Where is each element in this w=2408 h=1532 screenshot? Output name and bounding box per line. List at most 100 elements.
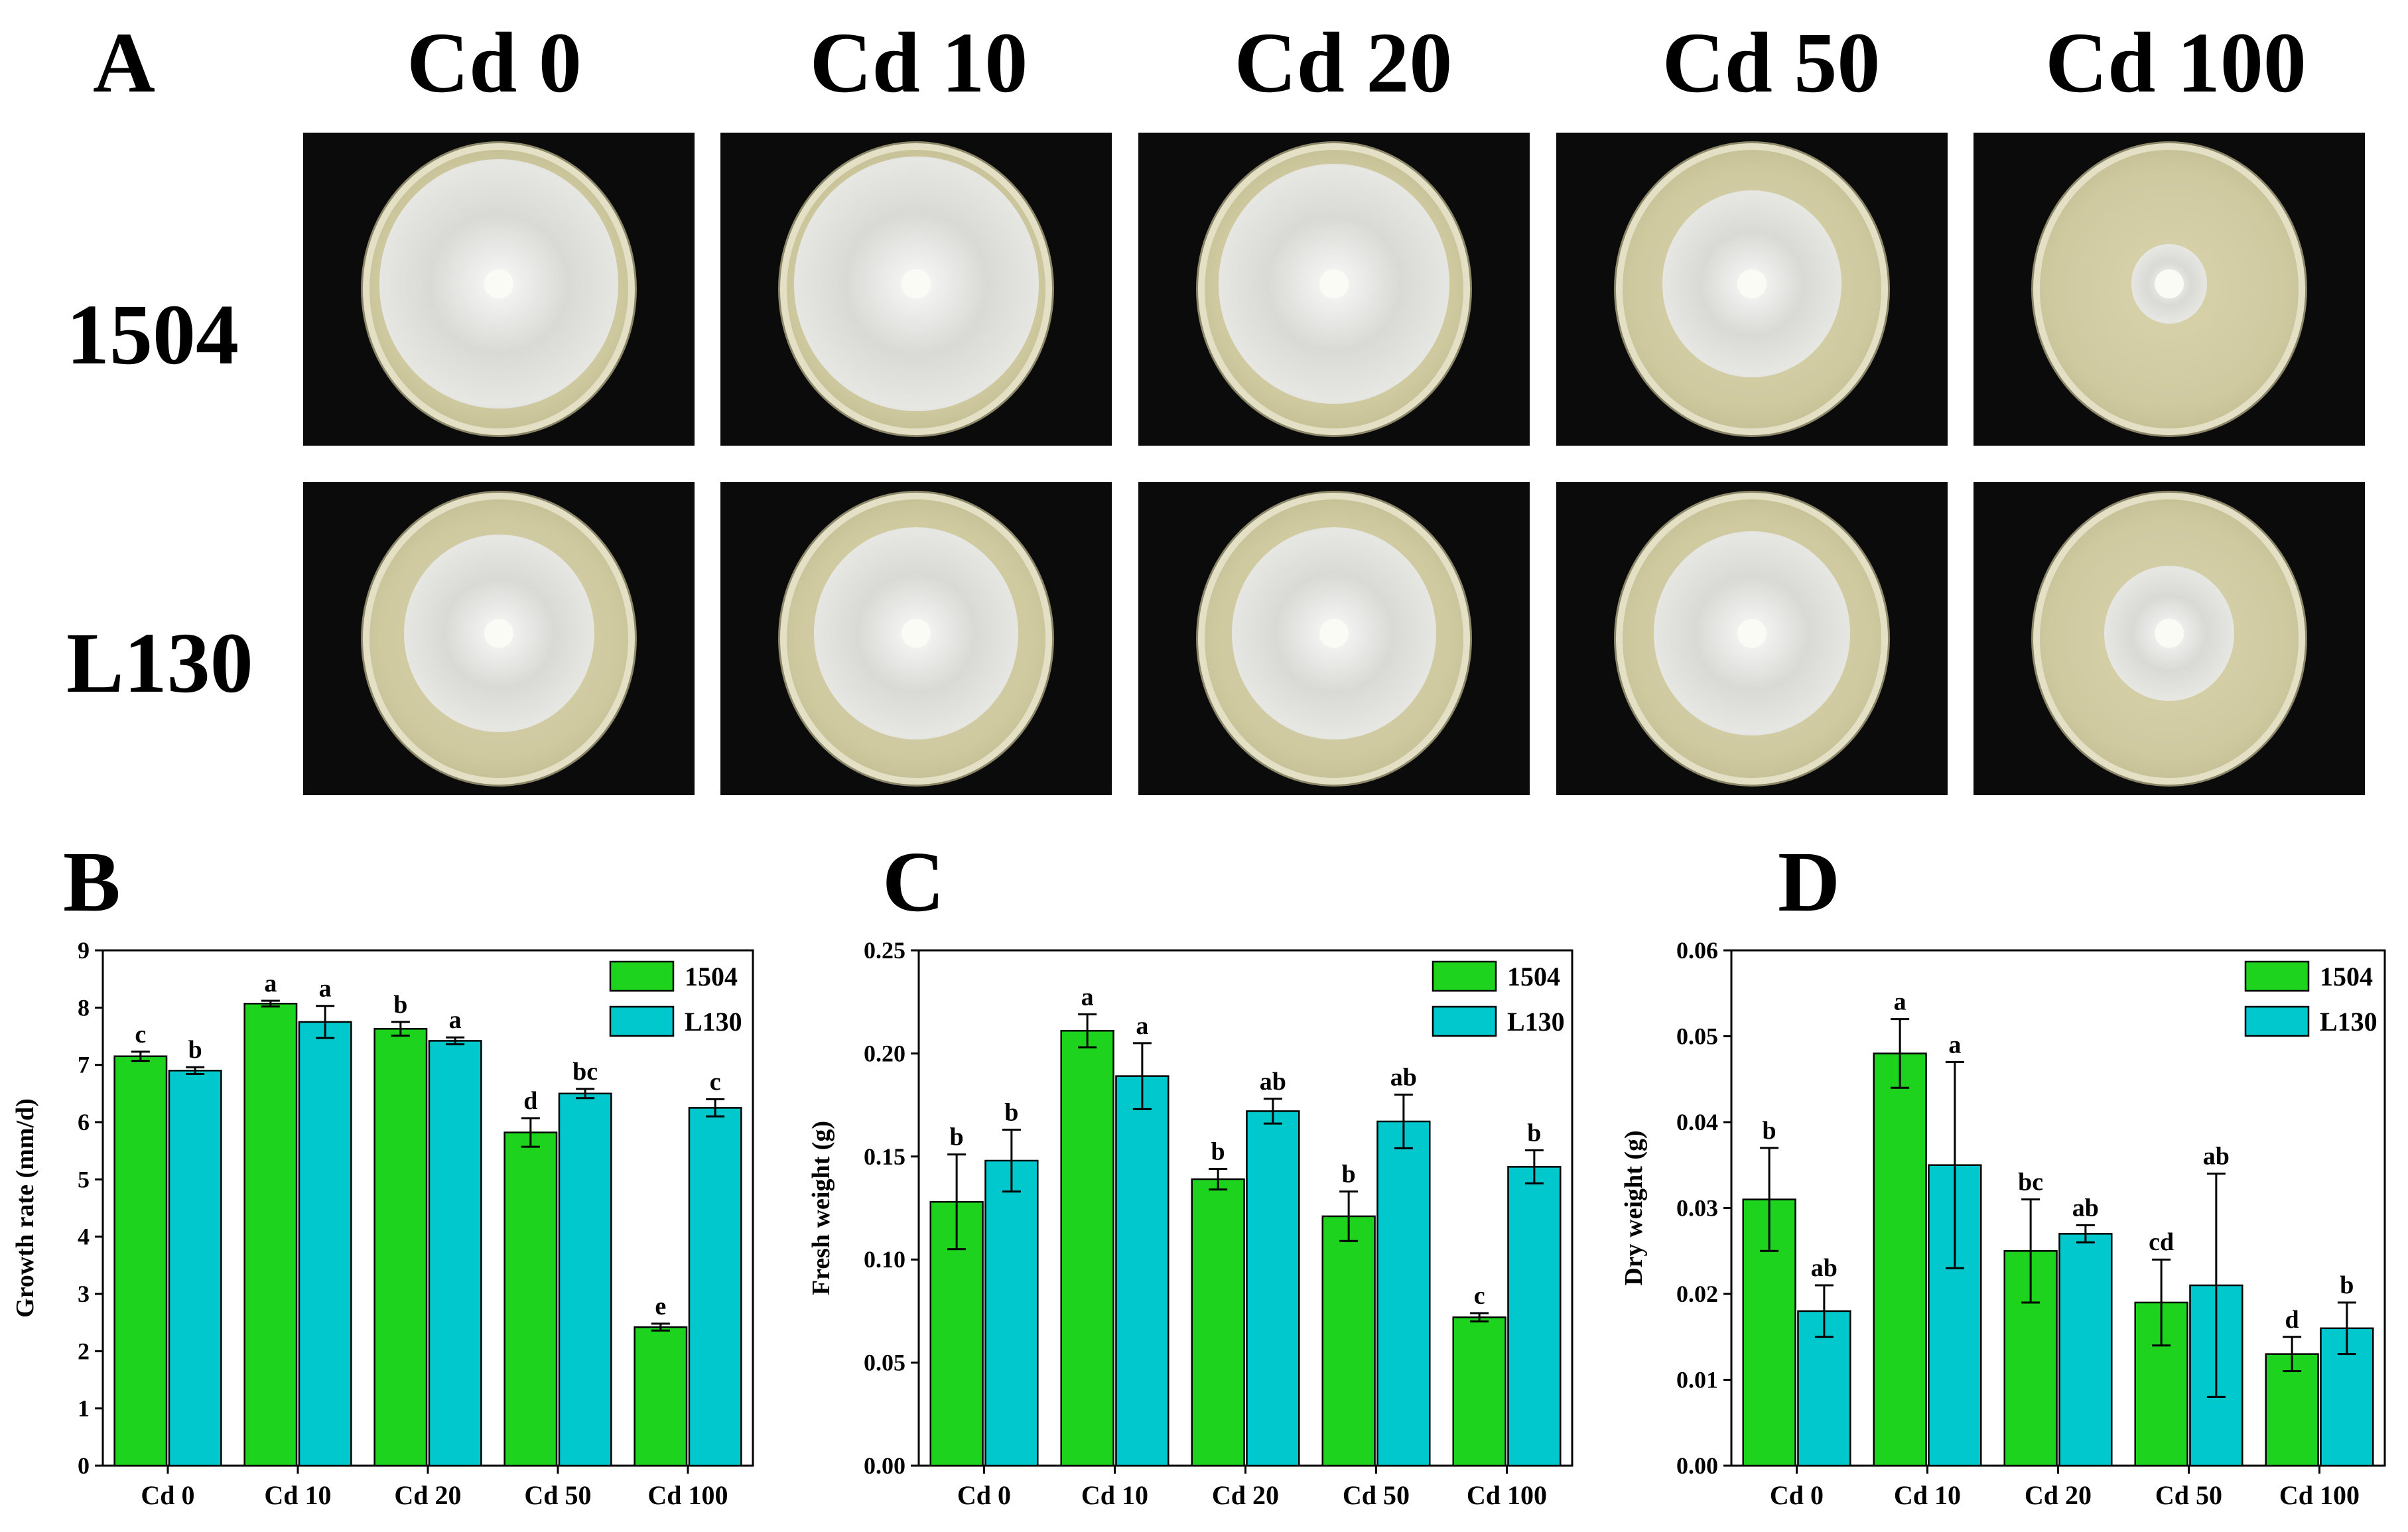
panel-letter-b: B xyxy=(63,834,121,930)
petri-dish xyxy=(1198,493,1470,785)
column-label-cd100: Cd 100 xyxy=(2045,15,2307,111)
fungal-colony xyxy=(2131,244,2208,324)
bar-l130-cd20 xyxy=(1246,1110,1300,1467)
y-tick-label: 7 xyxy=(78,1052,90,1078)
y-tick-label: 0 xyxy=(78,1452,90,1479)
row-label-l130: L130 xyxy=(66,615,253,711)
x-tick-label: Cd 20 xyxy=(1212,1480,1279,1510)
petri-dish xyxy=(363,493,635,785)
y-tick-label: 0.05 xyxy=(864,1350,905,1376)
y-tick-label: 8 xyxy=(78,994,90,1021)
significance-letter: bc xyxy=(572,1058,598,1086)
legend-label-l130: L130 xyxy=(2320,1007,2377,1037)
plate-photo-l130-cd20 xyxy=(1138,482,1530,795)
x-tick-label: Cd 20 xyxy=(394,1480,461,1510)
significance-letter: ab xyxy=(1390,1064,1417,1092)
bar-l130-cd20 xyxy=(2058,1233,2113,1467)
bar-1504-cd0 xyxy=(113,1055,168,1467)
bar-l130-cd100 xyxy=(1507,1166,1562,1467)
bar-l130-cd0 xyxy=(168,1070,222,1467)
significance-letter: b xyxy=(1211,1137,1225,1165)
panel-letter-c: C xyxy=(882,834,945,930)
y-tick-label: 9 xyxy=(78,937,90,964)
fungal-colony xyxy=(2104,565,2235,702)
y-tick-label: 0.03 xyxy=(1676,1195,1718,1222)
significance-letter: a xyxy=(1081,983,1094,1011)
plate-photo-1504-cd100 xyxy=(1973,133,2365,446)
fungal-colony xyxy=(793,156,1039,412)
significance-letter: d xyxy=(2285,1306,2299,1334)
petri-dish xyxy=(780,143,1052,435)
legend-swatch-l130 xyxy=(1432,1005,1497,1037)
inoculum-plug xyxy=(1737,269,1767,298)
bar-1504-cd20 xyxy=(1191,1178,1245,1467)
significance-letter: cd xyxy=(2149,1228,2174,1256)
y-tick-label: 5 xyxy=(78,1166,90,1192)
significance-letter: ab xyxy=(1811,1254,1838,1282)
significance-letter: ab xyxy=(2072,1194,2099,1222)
fungal-colony xyxy=(1654,531,1850,735)
x-tick-label: Cd 0 xyxy=(141,1480,194,1510)
fungal-colony xyxy=(1218,163,1450,405)
significance-letter: a xyxy=(264,970,277,997)
bar-1504-cd20 xyxy=(373,1028,428,1467)
petri-dish xyxy=(363,143,635,435)
fungal-colony xyxy=(379,159,619,409)
significance-letter: bc xyxy=(2018,1169,2043,1196)
significance-letter: d xyxy=(523,1087,537,1115)
inoculum-plug xyxy=(484,618,513,648)
row-label-1504: 1504 xyxy=(66,287,239,383)
y-tick-label: 0.15 xyxy=(864,1143,905,1170)
significance-letter: a xyxy=(449,1006,462,1034)
column-label-cd0: Cd 0 xyxy=(407,15,582,111)
bar-1504-cd50 xyxy=(1321,1215,1376,1467)
y-tick-label: 0.00 xyxy=(864,1452,905,1479)
inoculum-plug xyxy=(902,269,931,298)
x-tick-label: Cd 100 xyxy=(2279,1480,2360,1510)
bar-l130-cd20 xyxy=(428,1040,482,1467)
y-tick-label: 0.20 xyxy=(864,1040,905,1066)
panel-letter-d: D xyxy=(1778,834,1840,930)
x-tick-label: Cd 50 xyxy=(524,1480,591,1510)
legend-label-l130: L130 xyxy=(685,1007,742,1037)
fungal-colony xyxy=(1232,527,1436,740)
y-tick-label: 0.00 xyxy=(1676,1452,1718,1479)
significance-letter: c xyxy=(1474,1282,1485,1310)
legend-label-l130: L130 xyxy=(1507,1007,1565,1037)
bar-1504-cd100 xyxy=(634,1326,688,1467)
bar-l130-cd10 xyxy=(298,1021,352,1467)
plate-photo-l130-cd0 xyxy=(303,482,695,795)
bar-1504-cd100 xyxy=(1452,1316,1506,1467)
fresh-weight-chart: 0.00 0.05 0.10 0.15 0.20 0.25 Fresh weight (g)… xyxy=(807,937,1573,1510)
legend-swatch-1504 xyxy=(1432,960,1497,992)
petri-dish xyxy=(2033,143,2305,435)
significance-letter: b xyxy=(1004,1098,1018,1126)
x-tick-label: Cd 0 xyxy=(957,1480,1011,1510)
inoculum-plug xyxy=(902,618,931,648)
y-tick-label: 0.05 xyxy=(1676,1023,1718,1050)
inoculum-plug xyxy=(1319,269,1349,298)
bar-l130-cd50 xyxy=(558,1092,612,1467)
y-tick-label: 0.02 xyxy=(1676,1281,1718,1307)
significance-letter: b xyxy=(393,991,407,1019)
legend-swatch-l130 xyxy=(2244,1005,2310,1037)
inoculum-plug xyxy=(2154,618,2184,648)
bar-l130-cd10 xyxy=(1115,1075,1170,1467)
y-tick-label: 0.25 xyxy=(864,937,905,964)
legend-swatch-1504 xyxy=(2244,960,2310,992)
inoculum-plug xyxy=(1319,618,1349,648)
legend-label-1504: 1504 xyxy=(685,962,738,991)
significance-letter: a xyxy=(1894,988,1906,1016)
x-tick-label: Cd 10 xyxy=(264,1480,331,1510)
panel-letter-a: A xyxy=(93,15,155,111)
bar-1504-cd100 xyxy=(2265,1353,2319,1467)
x-tick-label: Cd 10 xyxy=(1081,1480,1148,1510)
significance-letter: a xyxy=(1948,1031,1961,1058)
dry-weight-chart: 0.00 0.01 0.02 0.03 0.04 0.05 0.06 Dry weight (… xyxy=(1620,937,2386,1510)
bar-1504-cd10 xyxy=(243,1003,298,1467)
x-tick-label: Cd 20 xyxy=(2025,1480,2092,1510)
plate-photo-l130-cd50 xyxy=(1556,482,1948,795)
y-tick-label: 0.04 xyxy=(1676,1109,1718,1135)
significance-letter: b xyxy=(2340,1271,2354,1299)
bar-l130-cd0 xyxy=(984,1159,1039,1467)
